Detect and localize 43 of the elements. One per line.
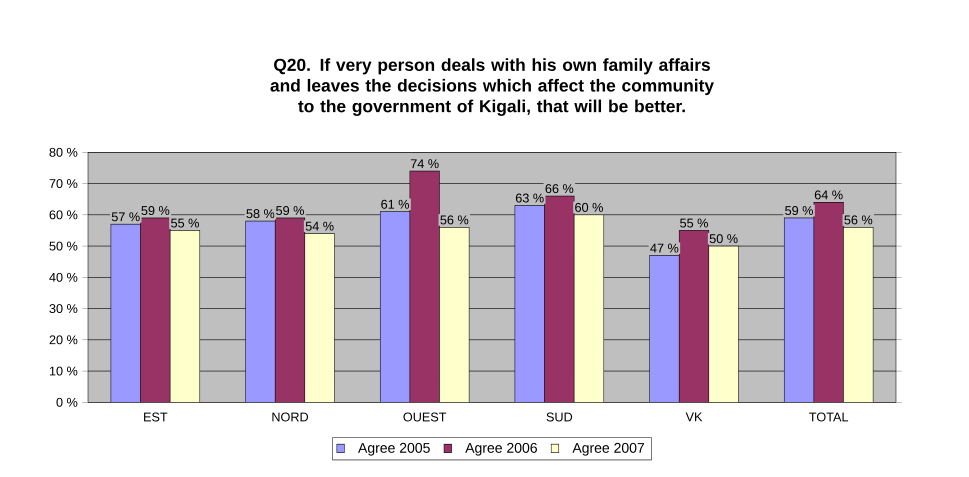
data-label: 56 % bbox=[440, 215, 468, 224]
data-label: 59 % bbox=[141, 206, 170, 216]
data-label: 61 % bbox=[381, 200, 410, 209]
data-label: 50 % bbox=[710, 234, 738, 244]
chart-title: Q20. If very person deals with his own family affairs and leaves the decisions which affect the community to the government of Kigali, that will be better. bbox=[270, 58, 714, 116]
legend-label: Agree 2006 bbox=[465, 442, 537, 456]
data-label: 66 % bbox=[546, 184, 574, 194]
bar bbox=[170, 230, 200, 402]
data-label: 59 % bbox=[785, 206, 814, 216]
data-label: 55 % bbox=[171, 218, 199, 228]
data-label: 54 % bbox=[306, 222, 334, 231]
y-tick-label: 0 % bbox=[56, 398, 78, 407]
x-tick-label: OUEST bbox=[403, 412, 446, 422]
bar bbox=[439, 227, 470, 402]
y-tick-label: 70 % bbox=[50, 179, 78, 188]
x-tick-label: EST bbox=[144, 412, 168, 422]
y-tick-label: 40 % bbox=[49, 272, 78, 282]
data-label: 60 % bbox=[575, 202, 603, 212]
data-label: 58 % bbox=[246, 209, 274, 218]
bar bbox=[708, 246, 739, 402]
bar bbox=[843, 227, 874, 402]
data-label: 63 % bbox=[516, 194, 544, 203]
bar bbox=[574, 214, 604, 402]
y-tick-label: 10 % bbox=[50, 366, 78, 376]
x-tick-label: NORD bbox=[272, 412, 308, 422]
y-tick-label: 80 % bbox=[50, 148, 78, 157]
data-label: 59 % bbox=[276, 206, 304, 216]
y-tick-label: 30 % bbox=[49, 304, 78, 314]
data-label: 57 % bbox=[112, 212, 140, 222]
y-tick-label: 20 % bbox=[50, 335, 78, 344]
legend-label: Agree 2005 bbox=[358, 442, 430, 456]
data-label: 55 % bbox=[680, 218, 708, 228]
data-label: 74 % bbox=[410, 159, 439, 168]
y-tick-label: 60 % bbox=[50, 210, 78, 220]
data-label: 56 % bbox=[844, 215, 872, 224]
y-tick-label: 50 % bbox=[49, 242, 78, 251]
legend-label: Agree 2007 bbox=[572, 442, 644, 456]
data-label: 47 % bbox=[650, 244, 678, 253]
bar bbox=[304, 233, 335, 402]
data-label: 64 % bbox=[814, 190, 843, 200]
x-tick-label: SUD bbox=[546, 412, 572, 422]
x-tick-label: VK bbox=[686, 412, 702, 422]
x-tick-label: TOTAL bbox=[809, 412, 848, 422]
